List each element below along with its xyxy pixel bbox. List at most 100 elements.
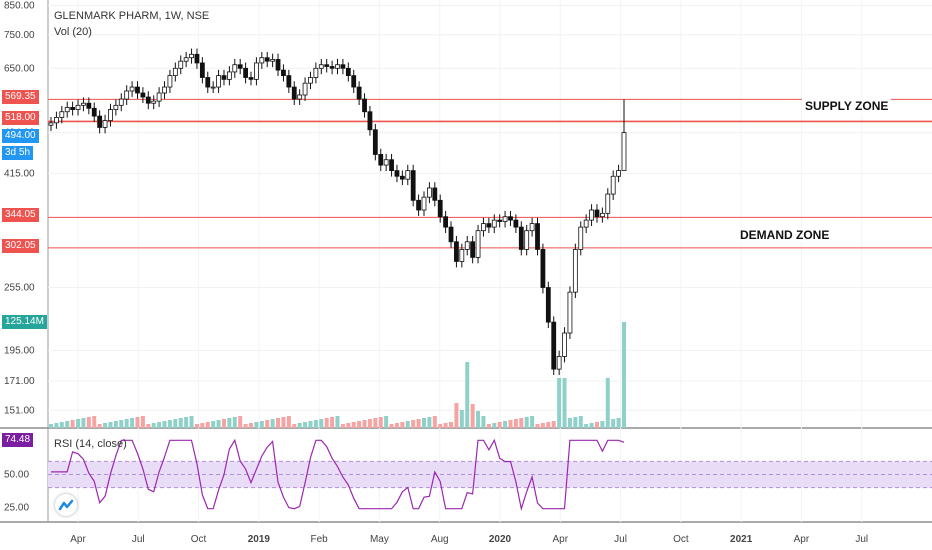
candle-body xyxy=(167,75,173,88)
candle-body xyxy=(291,86,297,100)
candle-body xyxy=(329,66,335,69)
candle-body xyxy=(308,77,313,84)
rsi-line xyxy=(51,438,625,512)
candle-body xyxy=(524,230,530,250)
candle-body xyxy=(108,109,113,121)
candle-body xyxy=(129,86,135,92)
candle-body xyxy=(437,199,443,218)
time-tick-label: Apr xyxy=(794,534,810,545)
volume-bar xyxy=(151,423,156,428)
volume-tag: 125.14M xyxy=(2,315,47,329)
volume-bar xyxy=(178,418,183,428)
candle-body xyxy=(335,64,340,69)
supply-zone-label: SUPPLY ZONE xyxy=(802,98,892,114)
volume-bar xyxy=(113,421,118,428)
candle-body xyxy=(243,67,249,78)
volume-bar xyxy=(303,422,308,428)
candle-body xyxy=(502,216,508,222)
candle-body xyxy=(372,129,378,155)
volume-bar xyxy=(578,416,583,428)
volume-bar xyxy=(622,322,626,428)
candle-body xyxy=(508,216,513,221)
volume-bar xyxy=(378,417,383,428)
candle-body xyxy=(118,98,124,106)
candle-body xyxy=(454,241,459,262)
price-tick-label: 151.00 xyxy=(4,405,35,416)
volume-bar xyxy=(594,422,599,428)
candle-body xyxy=(470,241,476,258)
volume-bar xyxy=(184,417,189,428)
candle-body xyxy=(367,111,373,131)
candle-body xyxy=(81,102,86,106)
volume-bar xyxy=(216,420,221,428)
time-tick-label: Jul xyxy=(855,534,868,545)
volume-bar xyxy=(140,416,145,428)
candle-body xyxy=(556,356,562,370)
volume-bar xyxy=(557,378,562,428)
time-tick-label: 2019 xyxy=(248,534,271,545)
volume-bar xyxy=(540,423,545,428)
candle-body xyxy=(426,187,432,198)
candle-body xyxy=(178,60,184,69)
candle-body xyxy=(259,57,265,64)
candle-body xyxy=(54,117,59,124)
candle-body xyxy=(459,249,465,262)
candle-body xyxy=(594,209,600,218)
volume-bar xyxy=(330,417,335,428)
tradingview-logo-icon[interactable] xyxy=(55,494,77,516)
volume-bar xyxy=(265,420,270,428)
price-tick-label: 255.00 xyxy=(4,283,35,294)
volume-bar xyxy=(313,420,318,428)
volume-bar xyxy=(367,419,372,428)
volume-bar xyxy=(103,423,108,428)
candle-body xyxy=(237,64,243,69)
candle-body xyxy=(481,223,486,232)
volume-bar xyxy=(476,411,481,428)
time-tick-label: Feb xyxy=(311,534,329,545)
volume-bar xyxy=(157,422,162,428)
volume-bar xyxy=(76,419,81,428)
level-569-tag: 569.35 xyxy=(2,90,39,104)
candle-body xyxy=(91,107,97,117)
volume-bar xyxy=(438,424,443,428)
candle-body xyxy=(589,209,594,221)
volume-bar xyxy=(130,418,135,428)
candle-body xyxy=(410,170,416,201)
candle-body xyxy=(464,241,470,250)
volume-bar xyxy=(497,422,502,428)
volume-bar xyxy=(243,424,248,428)
candle-body xyxy=(232,64,238,73)
candle-body xyxy=(562,332,567,357)
candle-body xyxy=(378,154,384,166)
candle-body xyxy=(275,59,281,71)
candle-body xyxy=(599,212,605,218)
time-tick-label: Jul xyxy=(614,534,627,545)
volume-bar xyxy=(232,417,237,428)
candle-body xyxy=(59,111,65,118)
candle-body xyxy=(405,170,411,180)
level-302-tag: 302.05 xyxy=(2,239,39,253)
volume-bar xyxy=(546,422,551,428)
candle-body xyxy=(605,193,611,214)
candle-body xyxy=(432,187,438,201)
candle-body xyxy=(578,226,584,250)
candle-body xyxy=(48,122,54,126)
volume-bar xyxy=(562,378,567,428)
candle-body xyxy=(205,77,211,88)
candle-body xyxy=(286,75,292,88)
volume-bar xyxy=(173,419,178,428)
volume-bar xyxy=(286,416,291,428)
candle-body xyxy=(194,53,200,64)
volume-bar xyxy=(346,423,351,428)
candle-body xyxy=(199,62,205,78)
horizontal-levels xyxy=(48,98,932,249)
candle-body xyxy=(248,77,254,80)
candle-body xyxy=(399,175,405,180)
time-tick-label: Aug xyxy=(431,534,449,545)
volume-bar xyxy=(362,420,367,428)
volume-bar xyxy=(254,422,259,428)
candle-body xyxy=(162,86,167,94)
demand-zone-label: DEMAND ZONE xyxy=(737,227,833,243)
candle-body xyxy=(497,219,503,222)
